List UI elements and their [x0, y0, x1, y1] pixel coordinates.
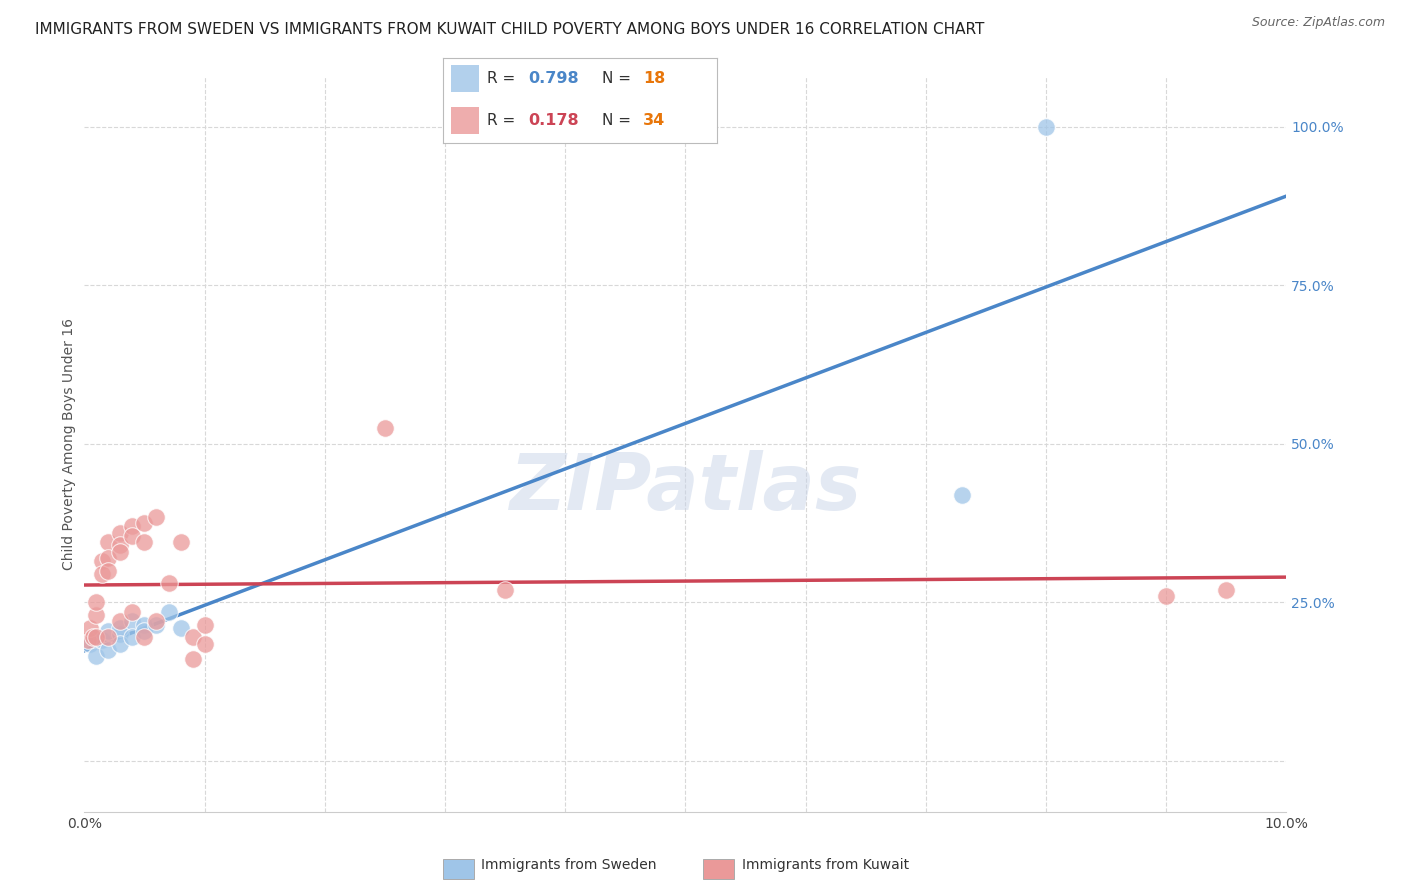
Point: [79, 621, 101, 635]
Y-axis label: Child Poverty Among Boys Under 16: Child Poverty Among Boys Under 16: [62, 318, 76, 570]
Point: [110, 627, 132, 641]
Point: [79, 637, 101, 651]
Point: [121, 605, 143, 619]
Text: 0.798: 0.798: [527, 70, 578, 86]
Point: [374, 421, 396, 435]
Point: [121, 630, 143, 644]
Point: [86, 649, 108, 664]
Point: [121, 519, 143, 533]
Point: [121, 529, 143, 543]
Text: 18: 18: [643, 70, 665, 86]
Point: [181, 630, 204, 644]
Point: [157, 576, 180, 591]
Point: [950, 487, 973, 501]
Text: ZIPatlas: ZIPatlas: [509, 450, 862, 526]
Point: [77, 633, 100, 648]
Point: [169, 621, 191, 635]
Point: [494, 582, 516, 597]
Point: [97, 624, 120, 638]
Point: [97, 551, 120, 566]
Point: [134, 617, 156, 632]
Point: [145, 617, 167, 632]
Point: [86, 608, 108, 623]
Point: [91, 633, 114, 648]
Point: [86, 630, 108, 644]
Point: [110, 615, 132, 629]
Point: [134, 535, 156, 549]
Point: [82, 630, 104, 644]
Point: [91, 566, 114, 581]
Point: [194, 637, 217, 651]
Point: [1215, 582, 1237, 597]
Text: Immigrants from Kuwait: Immigrants from Kuwait: [742, 858, 910, 872]
Point: [110, 538, 132, 552]
Point: [134, 624, 156, 638]
Text: R =: R =: [486, 70, 515, 86]
Text: R =: R =: [486, 113, 515, 128]
Point: [134, 516, 156, 530]
Point: [1035, 120, 1057, 134]
Point: [97, 564, 120, 578]
Point: [110, 544, 132, 558]
Point: [145, 615, 167, 629]
Point: [134, 630, 156, 644]
Point: [97, 643, 120, 657]
Point: [86, 630, 108, 644]
Point: [91, 554, 114, 568]
Text: N =: N =: [602, 113, 631, 128]
Text: Immigrants from Sweden: Immigrants from Sweden: [481, 858, 657, 872]
Point: [1156, 589, 1178, 603]
Text: IMMIGRANTS FROM SWEDEN VS IMMIGRANTS FROM KUWAIT CHILD POVERTY AMONG BOYS UNDER : IMMIGRANTS FROM SWEDEN VS IMMIGRANTS FRO…: [35, 22, 984, 37]
Point: [97, 630, 120, 644]
Text: 34: 34: [643, 113, 665, 128]
Point: [121, 615, 143, 629]
Point: [86, 595, 108, 609]
Point: [110, 637, 132, 651]
Bar: [451, 107, 478, 134]
Text: Source: ZipAtlas.com: Source: ZipAtlas.com: [1251, 16, 1385, 29]
Point: [157, 605, 180, 619]
Point: [97, 535, 120, 549]
Point: [145, 509, 167, 524]
Point: [110, 525, 132, 540]
Point: [169, 535, 191, 549]
Point: [110, 621, 132, 635]
Point: [181, 652, 204, 666]
Bar: [451, 65, 478, 92]
Text: 0.178: 0.178: [527, 113, 578, 128]
Point: [194, 617, 217, 632]
Text: N =: N =: [602, 70, 631, 86]
